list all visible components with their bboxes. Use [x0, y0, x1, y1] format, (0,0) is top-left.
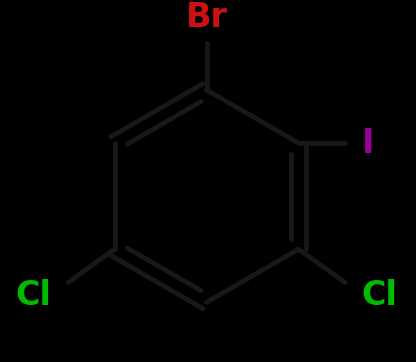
Text: Cl: Cl	[362, 279, 397, 312]
Text: Br: Br	[186, 0, 228, 34]
Text: I: I	[362, 127, 374, 160]
Text: Cl: Cl	[16, 279, 52, 312]
